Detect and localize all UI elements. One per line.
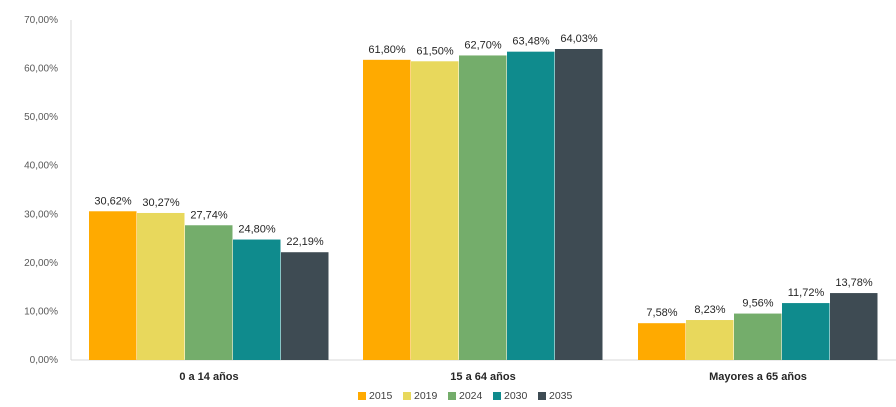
legend-label-2019: 2019 xyxy=(414,390,438,402)
data-label-2024: 27,74% xyxy=(190,209,228,221)
bar-2024 xyxy=(459,55,507,360)
data-label-2019: 30,27% xyxy=(142,197,180,209)
data-label-2030: 24,80% xyxy=(238,224,276,236)
y-tick-label: 10,00% xyxy=(24,306,58,317)
y-axis-ticks: 0,00% 10,00% 20,00% 30,00% 40,00% 50,00% 60,00… xyxy=(24,15,58,366)
bar-2015 xyxy=(638,323,686,360)
data-label-2024: 9,56% xyxy=(742,298,773,310)
data-labels-group: 30,62% 30,27% 27,74% 24,80% 22,19% 61,80% 61,5… xyxy=(94,33,873,319)
data-label-2015: 61,80% xyxy=(368,44,406,56)
data-label-2015: 30,62% xyxy=(94,195,132,207)
data-label-2035: 22,19% xyxy=(286,236,324,248)
legend-label-2030: 2030 xyxy=(504,390,528,402)
category-label: 15 a 64 años xyxy=(450,371,515,383)
bars-group xyxy=(89,48,878,361)
y-tick-label: 0,00% xyxy=(30,355,58,366)
y-tick-label: 50,00% xyxy=(24,112,58,123)
y-tick-label: 60,00% xyxy=(24,64,58,75)
legend-label-2015: 2015 xyxy=(369,390,393,402)
y-tick-label: 30,00% xyxy=(24,209,58,220)
bar-2035 xyxy=(281,252,329,360)
data-label-2019: 61,50% xyxy=(416,45,454,57)
data-label-2030: 11,72% xyxy=(788,287,825,299)
legend-swatch-2035 xyxy=(538,392,546,400)
bar-2030 xyxy=(507,51,555,360)
bar-2030 xyxy=(233,239,281,360)
bar-2015 xyxy=(363,59,411,360)
data-label-2035: 13,78% xyxy=(835,277,873,289)
bar-2024 xyxy=(734,313,782,360)
category-labels-group: 0 a 14 años 15 a 64 años Mayores a 65 años xyxy=(179,371,807,383)
bar-2019 xyxy=(411,61,459,361)
data-label-2024: 62,70% xyxy=(464,39,502,51)
bar-2015 xyxy=(89,211,137,360)
legend-label-2024: 2024 xyxy=(459,390,483,402)
legend: 2015 2019 2024 2030 2035 xyxy=(358,390,573,402)
data-label-2030: 63,48% xyxy=(512,36,550,48)
legend-swatch-2019 xyxy=(403,392,411,400)
y-tick-label: 20,00% xyxy=(24,258,58,269)
category-label: 0 a 14 años xyxy=(179,371,238,383)
bar-2030 xyxy=(782,303,830,360)
data-label-2019: 8,23% xyxy=(694,304,725,316)
data-label-2035: 64,03% xyxy=(560,33,598,45)
bar-2019 xyxy=(137,212,185,360)
legend-swatch-2015 xyxy=(358,392,366,400)
bar-2019 xyxy=(686,320,734,360)
bar-2035 xyxy=(555,48,603,361)
legend-label-2035: 2035 xyxy=(549,390,573,402)
legend-swatch-2024 xyxy=(448,392,456,400)
y-tick-label: 70,00% xyxy=(24,15,58,26)
data-label-2015: 7,58% xyxy=(646,307,677,319)
category-label: Mayores a 65 años xyxy=(709,371,807,383)
y-tick-label: 40,00% xyxy=(24,161,58,172)
bar-2035 xyxy=(830,293,878,360)
legend-swatch-2030 xyxy=(493,392,501,400)
bar-2024 xyxy=(185,225,233,360)
